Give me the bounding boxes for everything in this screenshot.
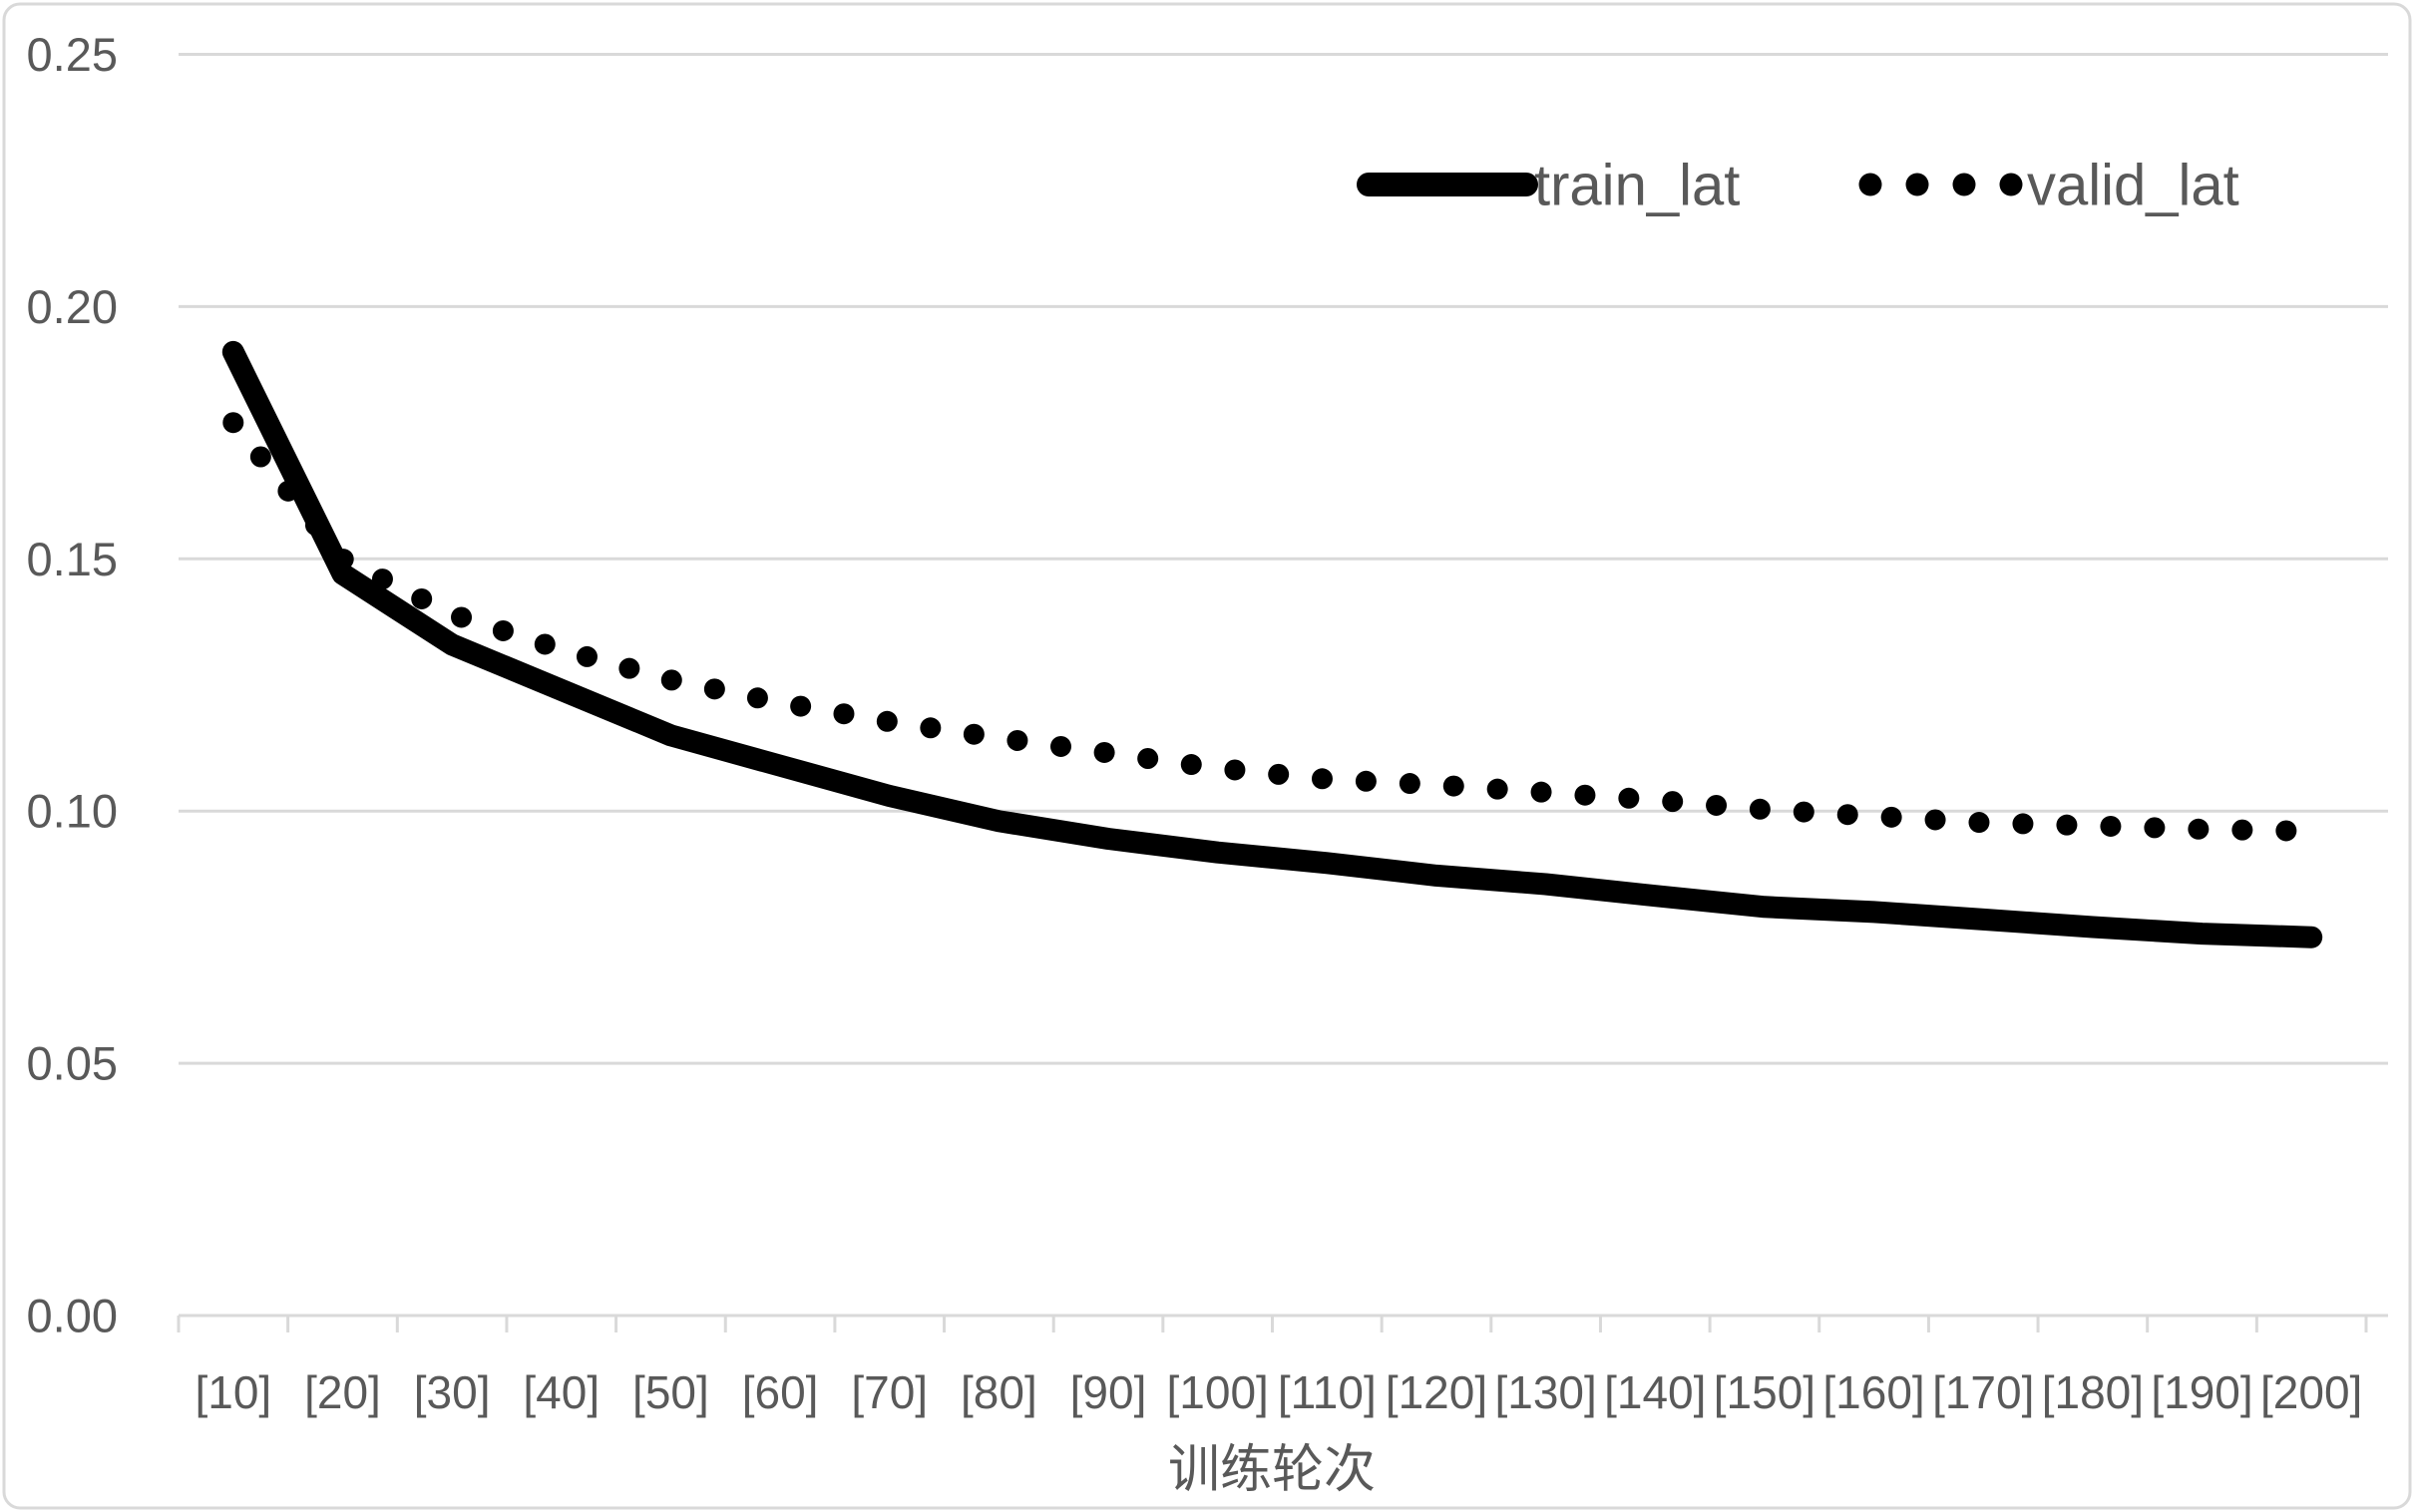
x-axis-tick-labels: [10] [20] [30] [40] [50] [60] [70] [80] [90] [100… bbox=[195, 1366, 2362, 1418]
y-tick-label: 0.20 bbox=[27, 280, 118, 333]
y-tick-label: 0.15 bbox=[27, 533, 118, 585]
valid-swatch-icon bbox=[1858, 173, 2023, 196]
x-tick-label: [120] bbox=[1386, 1366, 1487, 1418]
x-tick-label: [30] bbox=[414, 1366, 491, 1418]
x-tick-label: [170] bbox=[1932, 1366, 2034, 1418]
legend-label-valid: valid_lat bbox=[2027, 154, 2239, 218]
legend-item-train: train_lat bbox=[1357, 154, 1740, 218]
x-tick-label: [70] bbox=[851, 1366, 928, 1418]
legend-label-train: train_lat bbox=[1534, 154, 1740, 218]
x-tick-label: [110] bbox=[1278, 1366, 1377, 1418]
valid-line bbox=[222, 412, 2322, 842]
x-axis-title: 训练轮次 bbox=[1168, 1441, 1376, 1499]
x-tick-label: [180] bbox=[2042, 1366, 2144, 1418]
legend-item-valid: valid_lat bbox=[1858, 154, 2239, 218]
x-tick-label: [10] bbox=[195, 1366, 271, 1418]
x-tick-label: [60] bbox=[742, 1366, 819, 1418]
x-tick-label: [130] bbox=[1494, 1366, 1596, 1418]
x-tick-label: [150] bbox=[1714, 1366, 1815, 1418]
x-tick-label: [50] bbox=[632, 1366, 709, 1418]
y-tick-label: 0.25 bbox=[27, 28, 118, 81]
x-tick-label: [140] bbox=[1604, 1366, 1706, 1418]
y-tick-label: 0.00 bbox=[27, 1290, 118, 1342]
x-tick-label: [100] bbox=[1167, 1366, 1269, 1418]
x-tick-label: [90] bbox=[1070, 1366, 1147, 1418]
y-axis-tick-labels: 0.00 0.05 0.10 0.15 0.20 0.25 bbox=[27, 28, 118, 1342]
x-tick-label: [190] bbox=[2151, 1366, 2252, 1418]
y-tick-label: 0.05 bbox=[27, 1037, 118, 1090]
valid-swatch-dot-icon bbox=[1952, 173, 1976, 196]
x-axis bbox=[177, 1314, 2388, 1332]
train-line bbox=[221, 340, 2323, 948]
valid-swatch-dot-icon bbox=[1999, 173, 2023, 196]
legend: train_lat valid_lat bbox=[1357, 154, 2239, 218]
y-tick-label: 0.10 bbox=[27, 785, 118, 838]
series-group bbox=[221, 340, 2323, 948]
valid-swatch-dot-icon bbox=[1858, 173, 1882, 196]
valid-swatch-dot-icon bbox=[1905, 173, 1929, 196]
x-tick-label: [20] bbox=[304, 1366, 381, 1418]
x-tick-label: [160] bbox=[1822, 1366, 1924, 1418]
x-tick-label: [40] bbox=[523, 1366, 600, 1418]
x-tick-label: [200] bbox=[2260, 1366, 2362, 1418]
x-tick-label: [80] bbox=[961, 1366, 1037, 1418]
